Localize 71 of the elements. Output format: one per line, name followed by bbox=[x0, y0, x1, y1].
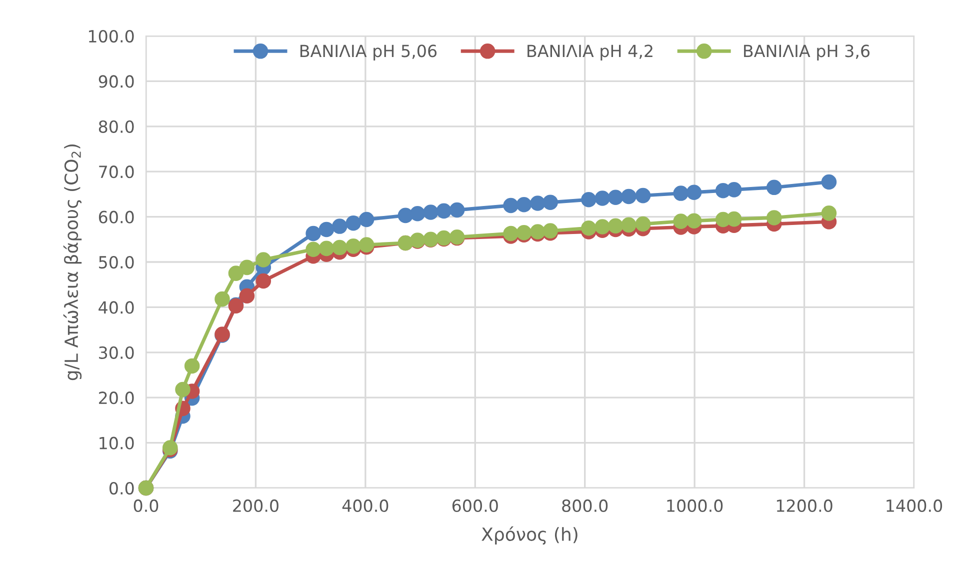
point bbox=[516, 196, 532, 212]
point bbox=[726, 182, 742, 198]
point bbox=[594, 219, 610, 234]
point bbox=[318, 222, 334, 238]
x-tick-label: 1400.0 bbox=[886, 499, 942, 512]
point bbox=[686, 184, 702, 200]
point bbox=[256, 252, 272, 268]
y-tick-label: 70.0 bbox=[99, 166, 134, 178]
point bbox=[346, 238, 361, 254]
point bbox=[346, 215, 361, 231]
point bbox=[766, 210, 782, 226]
x-tick-label: 800.0 bbox=[562, 499, 608, 512]
y-tick-label: 60.0 bbox=[98, 210, 134, 224]
point bbox=[228, 266, 244, 281]
point bbox=[608, 218, 624, 234]
point bbox=[608, 190, 624, 206]
x-tick-label: 600.0 bbox=[452, 499, 498, 512]
point bbox=[635, 188, 651, 204]
point bbox=[332, 240, 348, 256]
point bbox=[239, 288, 255, 304]
point bbox=[398, 208, 414, 224]
x-tick-label: 1200.0 bbox=[776, 499, 832, 512]
point bbox=[239, 260, 255, 276]
x-tick-label: 0.0 bbox=[134, 499, 158, 512]
point bbox=[449, 202, 465, 218]
point bbox=[621, 217, 636, 233]
point bbox=[821, 206, 837, 221]
y-tick-label: 20.0 bbox=[99, 392, 134, 404]
point bbox=[542, 194, 558, 210]
x-axis-title: Χρόνος (h) bbox=[482, 526, 578, 545]
x-tick-label: 1000.0 bbox=[667, 499, 723, 512]
point bbox=[410, 206, 426, 222]
y-tick-label: 80.0 bbox=[98, 120, 134, 133]
point bbox=[503, 198, 518, 214]
point bbox=[256, 273, 272, 289]
legend-label: ΒΑΝΙΛΙΑ pH 5,06 bbox=[300, 44, 437, 60]
legend-label: ΒΑΝΙΛΙΑ pH 3,6 bbox=[744, 44, 870, 60]
y-tick-label: 40.0 bbox=[98, 301, 134, 314]
point bbox=[621, 188, 636, 204]
y-tick-label: 30.0 bbox=[99, 346, 134, 359]
y-tick-label: 50.0 bbox=[99, 256, 134, 269]
point bbox=[821, 174, 837, 190]
point bbox=[530, 196, 546, 211]
point bbox=[214, 291, 230, 307]
point bbox=[726, 211, 742, 227]
point bbox=[306, 226, 321, 242]
point bbox=[175, 382, 190, 398]
point bbox=[436, 203, 452, 219]
x-tick-label: 400.0 bbox=[342, 499, 388, 512]
point bbox=[766, 180, 782, 196]
point bbox=[318, 240, 334, 256]
point bbox=[594, 190, 610, 206]
legend-label: ΒΑΝΙΛΙΑ pH 4,2 bbox=[528, 44, 652, 60]
point bbox=[184, 358, 200, 374]
y-tick-label: 100.0 bbox=[89, 30, 134, 43]
y-tick-label: 10.0 bbox=[100, 436, 134, 450]
point bbox=[358, 212, 374, 228]
x-tick-label: 200.0 bbox=[233, 499, 278, 512]
point bbox=[635, 216, 651, 232]
point bbox=[423, 204, 438, 220]
point bbox=[306, 242, 321, 257]
point bbox=[673, 214, 688, 229]
point bbox=[686, 213, 702, 229]
y-tick-label: 0.0 bbox=[109, 482, 134, 495]
point bbox=[581, 192, 596, 208]
y-tick-label: 90.0 bbox=[98, 75, 134, 88]
point bbox=[503, 226, 518, 242]
point bbox=[332, 218, 348, 234]
point bbox=[673, 186, 688, 201]
y-axis-title: g/L Απώλεια βάρους (CO$_{2}$) bbox=[63, 144, 82, 380]
point bbox=[581, 220, 596, 236]
